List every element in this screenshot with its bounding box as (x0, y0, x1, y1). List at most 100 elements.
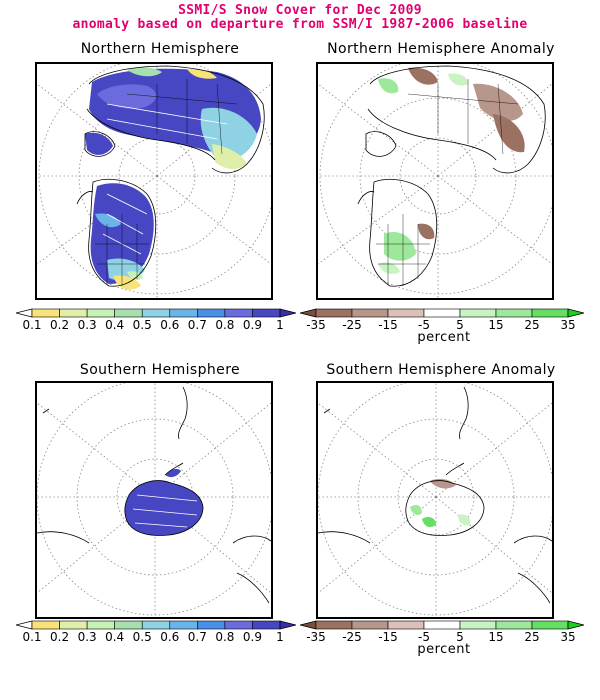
colorbar-tick-label: 0.1 (22, 318, 42, 332)
colorbar-tick-label: 15 (488, 318, 504, 332)
colorbar-tick-label: 15 (488, 630, 504, 644)
colorbar-tick-label: -25 (342, 318, 362, 332)
colorbar-left-arrow (16, 620, 33, 630)
colorbar-segment (141, 308, 171, 318)
colorbar-tick-label: 0.7 (187, 318, 207, 332)
colorbar-segment (423, 620, 461, 630)
colorbar-segment (86, 620, 115, 630)
colorbar-tick-label: 1 (276, 318, 284, 332)
colorbar-segment (169, 620, 198, 630)
colorbar-segment (459, 620, 497, 630)
colorbar-segment (495, 620, 533, 630)
nha-map-graphic (318, 64, 552, 298)
nh-anomaly-colorbar: -35 -25 -15 -5 5 15 25 35 percent (300, 308, 584, 348)
colorbar-segment (351, 620, 389, 630)
nh-map-graphic (37, 64, 271, 298)
colorbar-tick-label: -5 (418, 318, 430, 332)
colorbar-segment (459, 308, 497, 318)
colorbar-segment (224, 620, 253, 630)
colorbar-segment (531, 620, 569, 630)
colorbar-tick-label: 0.5 (132, 318, 152, 332)
colorbar-tick-label: 1 (276, 630, 284, 644)
colorbar-tick-label: 25 (524, 630, 540, 644)
colorbar-tick-label: 25 (524, 318, 540, 332)
page-title: SSMI/S Snow Cover for Dec 2009 (178, 3, 422, 18)
colorbar-right-arrow (567, 308, 584, 318)
colorbar-unit-label: percent (417, 330, 471, 345)
nh-anomaly-map (316, 62, 554, 300)
colorbar-tick-label: 0.6 (160, 630, 180, 644)
colorbar-tick-label: -5 (418, 630, 430, 644)
colorbar-tick-label: 0.3 (77, 318, 97, 332)
colorbar-segment (31, 308, 60, 318)
nh-snow-cover-map (35, 62, 273, 300)
sh-coastlines (37, 386, 271, 604)
colorbar-tick-label: 0.2 (50, 318, 70, 332)
colorbar-segment (387, 620, 425, 630)
colorbar-segment (351, 308, 389, 318)
colorbar-segment (495, 308, 533, 318)
colorbar-tick-label: 0.3 (77, 630, 97, 644)
colorbar-tick-label: -15 (378, 318, 398, 332)
sh-cover-colorbar: 0.1 0.2 0.3 0.4 0.5 0.6 0.7 0.8 0.9 1 (16, 620, 296, 660)
colorbar-left-arrow (300, 620, 317, 630)
sha-panel-title: Southern Hemisphere Anomaly (326, 362, 556, 378)
colorbar-tick-label: -35 (306, 630, 326, 644)
colorbar-left-arrow (16, 308, 33, 318)
cover-colorbar-graphic (16, 308, 296, 318)
colorbar-tick-label: 5 (456, 318, 464, 332)
sha-map-graphic (318, 383, 552, 617)
colorbar-segment (114, 308, 143, 318)
colorbar-tick-label: 0.8 (215, 630, 235, 644)
nh-panel-title: Northern Hemisphere (80, 41, 240, 57)
colorbar-right-arrow (279, 308, 296, 318)
colorbar-left-arrow (300, 308, 317, 318)
colorbar-segment (59, 308, 88, 318)
anomaly-colorbar-graphic (300, 308, 584, 318)
colorbar-segment (252, 308, 281, 318)
colorbar-segment (114, 620, 143, 630)
sh-anomaly-colorbar: -35 -25 -15 -5 5 15 25 35 percent (300, 620, 584, 660)
colorbar-tick-label: 35 (560, 630, 576, 644)
sh-snow-cover-map (35, 381, 273, 619)
colorbar-segment (169, 308, 198, 318)
colorbar-tick-label: 0.4 (105, 318, 125, 332)
colorbar-segment (315, 620, 353, 630)
nh-borders (95, 79, 238, 286)
cover-colorbar-graphic (16, 620, 296, 630)
colorbar-right-arrow (567, 620, 584, 630)
colorbar-tick-label: 0.7 (187, 630, 207, 644)
colorbar-tick-label: 0.6 (160, 318, 180, 332)
colorbar-tick-label: 0.2 (50, 630, 70, 644)
colorbar-tick-label: 35 (560, 318, 576, 332)
colorbar-segment (387, 308, 425, 318)
colorbar-segment (423, 308, 461, 318)
colorbar-tick-label: 0.9 (242, 630, 262, 644)
nha-panel-title: Northern Hemisphere Anomaly (327, 41, 555, 57)
colorbar-tick-label: -15 (378, 630, 398, 644)
colorbar-tick-label: 5 (456, 630, 464, 644)
colorbar-tick-label: 0.8 (215, 318, 235, 332)
colorbar-tick-label: 0.1 (22, 630, 42, 644)
colorbar-tick-label: 0.9 (242, 318, 262, 332)
antarctica-snow (124, 480, 203, 536)
colorbar-unit-label: percent (417, 642, 471, 657)
colorbar-right-arrow (279, 620, 296, 630)
colorbar-segment (224, 308, 253, 318)
colorbar-tick-label: 0.5 (132, 630, 152, 644)
colorbar-tick-label: 0.4 (105, 630, 125, 644)
page-subtitle: anomaly based on departure from SSM/I 19… (72, 17, 528, 32)
nh-cover-colorbar: 0.1 0.2 0.3 0.4 0.5 0.6 0.7 0.8 0.9 1 (16, 308, 296, 348)
colorbar-tick-label: -25 (342, 630, 362, 644)
colorbar-tick-label: -35 (306, 318, 326, 332)
colorbar-segment (197, 308, 226, 318)
colorbar-segment (252, 620, 281, 630)
colorbar-segment (197, 620, 226, 630)
sh-anomaly-map (316, 381, 554, 619)
sh-map-graphic (37, 383, 271, 617)
colorbar-segment (141, 620, 171, 630)
anomaly-colorbar-graphic (300, 620, 584, 630)
colorbar-segment (531, 308, 569, 318)
colorbar-segment (31, 620, 60, 630)
sh-panel-title: Southern Hemisphere (79, 362, 241, 378)
